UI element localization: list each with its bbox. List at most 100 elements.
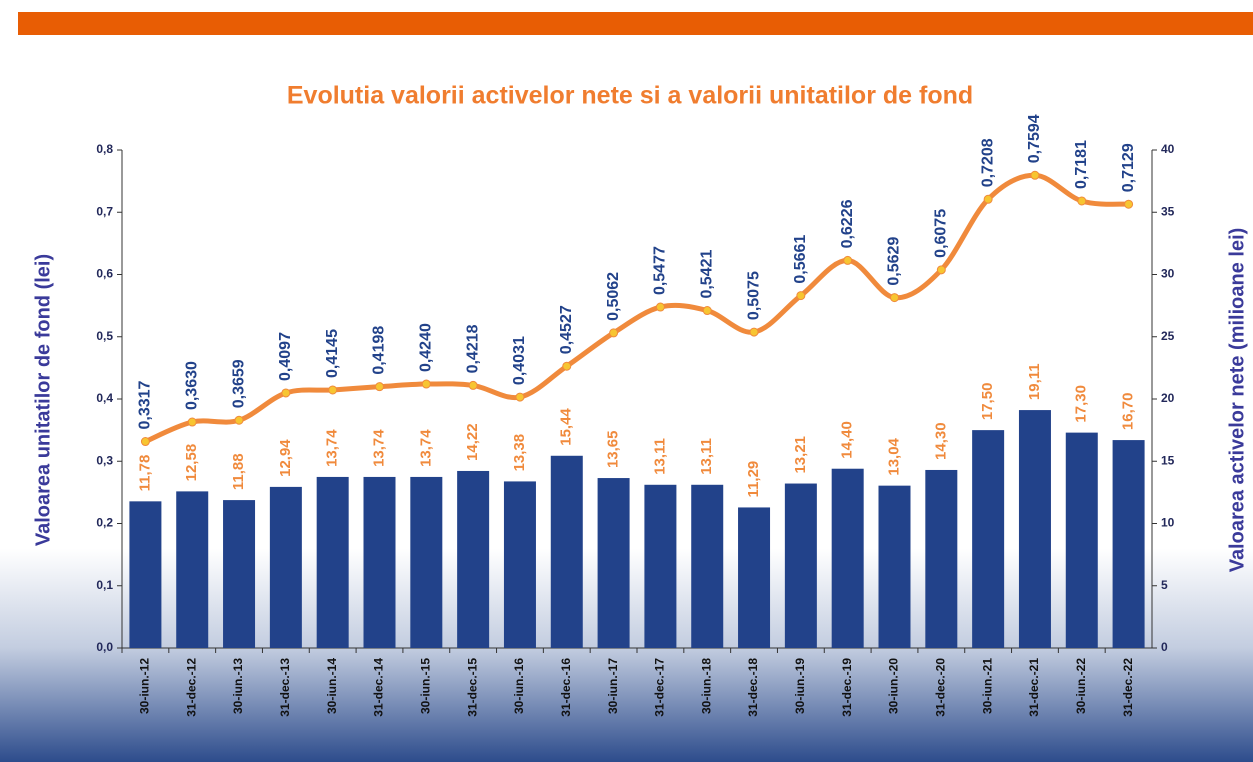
- bar-value-label: 13,65: [605, 431, 622, 469]
- x-tick-label: 30-iun.-17: [606, 658, 620, 714]
- bar-value-label: 17,30: [1073, 385, 1090, 423]
- bar-value-label: 17,50: [979, 383, 996, 421]
- line-marker: [375, 382, 384, 392]
- y-tick-label: 0,1: [96, 578, 113, 592]
- line-marker: [421, 379, 431, 389]
- line-marker: [1077, 196, 1087, 206]
- line-value-label: 0,5629: [886, 237, 903, 286]
- y2-axis-label: Valoarea activelor nete (milioane lei): [1226, 228, 1248, 573]
- x-tick-label: 31-dec.-19: [840, 658, 854, 717]
- line-value-label: 0,4527: [558, 305, 575, 354]
- y-tick-label: 0,4: [96, 391, 113, 405]
- line: [144, 172, 1129, 444]
- line-value-label: 0,5062: [605, 272, 622, 321]
- bar-value-label: 11,88: [230, 453, 247, 490]
- y-tick-label: 0,8: [96, 142, 113, 156]
- bar-value-label: 13,74: [370, 429, 387, 467]
- line-value-label: 0,4218: [464, 324, 481, 373]
- bar: [1018, 410, 1051, 648]
- line-value-label: 0,5661: [792, 235, 809, 284]
- line-value-label: 0,5075: [745, 271, 762, 320]
- bar: [269, 486, 302, 648]
- bar: [925, 469, 958, 648]
- x-tick-label: 31-dec.-14: [372, 658, 386, 717]
- line-value-label: 0,6075: [933, 209, 950, 258]
- bar-value-label: 14,22: [464, 423, 481, 461]
- bar-value-label: 19,11: [1026, 363, 1043, 400]
- line-marker: [281, 388, 291, 398]
- line-value-label: 0,4145: [324, 329, 341, 378]
- line-marker: [702, 306, 712, 316]
- line-marker: [1124, 199, 1134, 209]
- y2-tick-label: 20: [1161, 391, 1175, 405]
- bar: [316, 476, 349, 648]
- line-value-label: 0,3317: [137, 380, 154, 429]
- bar: [457, 470, 490, 648]
- y2-tick-label: 25: [1161, 329, 1175, 343]
- line-value-label: 0,3630: [183, 361, 200, 410]
- bar: [223, 500, 256, 648]
- y2-tick-label: 5: [1161, 578, 1168, 592]
- x-tick-label: 30-iun.-15: [418, 658, 432, 714]
- line-value-label: 0,3659: [230, 359, 247, 408]
- x-tick-label: 31-dec.-16: [559, 658, 573, 717]
- line-marker: [187, 417, 197, 427]
- x-tick-label: 30-iun.-22: [1074, 658, 1088, 714]
- y-axis-label: Valoarea unitatilor de fond (lei): [32, 254, 54, 546]
- bar: [1112, 440, 1145, 648]
- line-marker: [749, 327, 759, 337]
- x-tick-label: 30-iun.-16: [512, 658, 526, 714]
- y-tick-label: 0,5: [96, 329, 113, 343]
- bar-value-label: 13,74: [324, 429, 341, 467]
- bar: [1065, 432, 1098, 648]
- line-marker: [609, 328, 619, 338]
- bar-value-label: 13,21: [792, 436, 809, 474]
- bar: [129, 501, 162, 648]
- bar-value-label: 14,40: [839, 421, 856, 459]
- line-marker: [983, 194, 993, 204]
- bar-value-label: 13,38: [511, 434, 528, 472]
- y2-tick-label: 0: [1161, 640, 1168, 654]
- line-marker: [562, 361, 572, 371]
- line-value-label: 0,6226: [839, 199, 856, 248]
- bar: [738, 507, 771, 648]
- line-value-label: 0,4031: [511, 336, 528, 385]
- x-tick-label: 30-iun.-19: [793, 658, 807, 714]
- bar-value-label: 12,94: [277, 439, 294, 477]
- y2-tick-label: 10: [1161, 516, 1175, 530]
- bar: [972, 430, 1005, 648]
- x-tick-label: 31-dec.-20: [933, 658, 947, 717]
- line-marker: [843, 255, 853, 265]
- line-value-label: 0,4097: [277, 332, 294, 381]
- x-tick-label: 30-iun.-21: [980, 658, 994, 714]
- line-marker: [936, 265, 946, 275]
- line-marker: [328, 385, 338, 395]
- bar: [831, 468, 864, 648]
- line-value-label: 0,7594: [1026, 114, 1043, 163]
- x-tick-label: 31-dec.-13: [278, 658, 292, 717]
- y2-tick-label: 40: [1161, 142, 1175, 156]
- bar: [363, 476, 396, 648]
- bar: [691, 484, 724, 648]
- x-tick-label: 31-dec.-12: [184, 658, 198, 717]
- x-tick-label: 31-dec.-22: [1121, 658, 1135, 717]
- line-marker: [234, 415, 244, 425]
- bar-value-label: 13,74: [417, 429, 434, 467]
- line-value-label: 0,4240: [418, 323, 435, 372]
- x-tick-label: 31-dec.-21: [1027, 658, 1041, 717]
- line-value-label: 0,5421: [698, 250, 715, 299]
- line-marker: [1030, 170, 1040, 180]
- bar: [550, 455, 583, 648]
- x-tick-label: 30-iun.-20: [887, 658, 901, 714]
- y2-tick-label: 15: [1161, 453, 1175, 467]
- bar: [176, 491, 209, 648]
- x-tick-label: 31-dec.-18: [746, 658, 760, 717]
- line-marker: [515, 392, 525, 402]
- bar-value-label: 13,11: [651, 438, 668, 475]
- line-marker: [890, 293, 899, 303]
- y2-tick-label: 30: [1161, 267, 1175, 281]
- bar-value-label: 12,58: [183, 444, 200, 482]
- bar-value-label: 14,30: [932, 422, 949, 460]
